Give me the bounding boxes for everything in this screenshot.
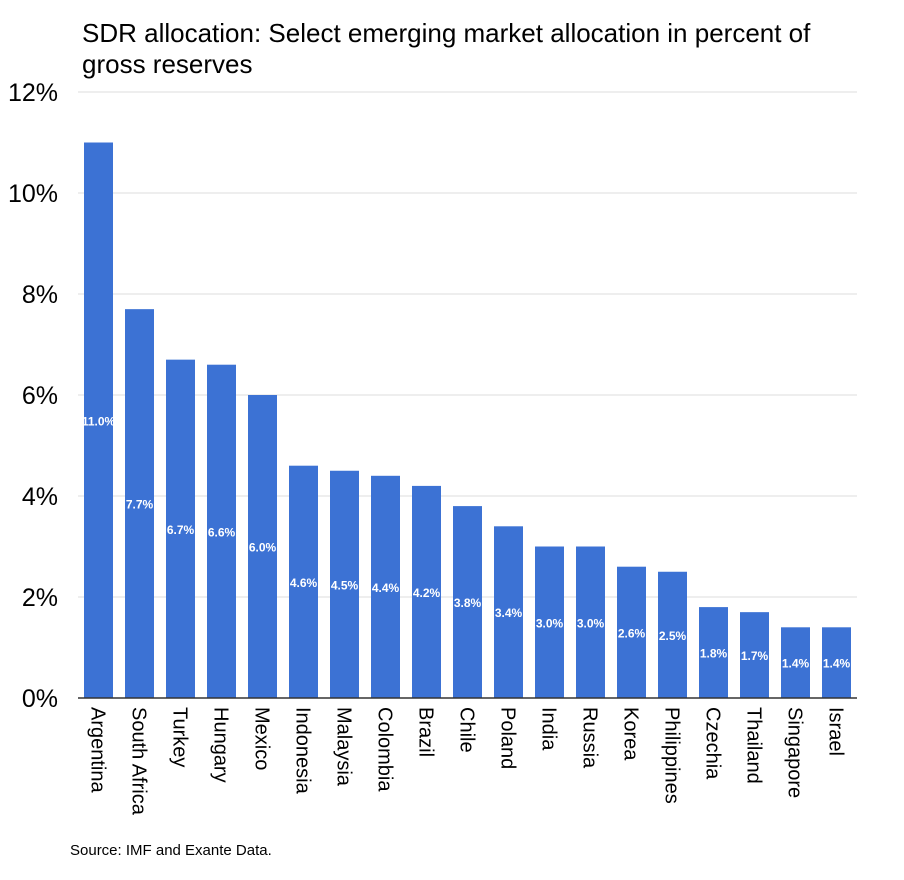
data-label: 2.5% (659, 629, 687, 643)
data-label: 1.4% (782, 657, 810, 671)
y-tick-label: 2% (22, 584, 58, 612)
x-tick-label: Brazil (415, 707, 437, 757)
data-label: 3.8% (454, 596, 482, 610)
x-tick-label: Singapore (784, 707, 806, 798)
x-tick-label: Indonesia (292, 707, 314, 795)
bar (740, 612, 769, 698)
x-tick-label: South Africa (128, 707, 150, 816)
x-tick-label: Chile (456, 707, 478, 753)
bar (617, 566, 646, 698)
data-label: 3.4% (495, 606, 523, 620)
data-label: 4.4% (372, 581, 400, 595)
y-tick-label: 6% (22, 382, 58, 410)
x-tick-label: India (538, 707, 560, 751)
y-tick-label: 4% (22, 483, 58, 511)
bar (576, 546, 605, 698)
bar (822, 627, 851, 698)
x-tick-label: Israel (825, 707, 847, 756)
x-tick-label: Colombia (374, 707, 396, 792)
data-label: 2.6% (618, 626, 646, 640)
y-tick-label: 8% (22, 281, 58, 309)
data-label: 6.7% (167, 523, 195, 537)
bar (699, 607, 728, 698)
data-label: 7.7% (126, 498, 154, 512)
bar (494, 526, 523, 698)
bar (166, 359, 195, 698)
data-label: 4.2% (413, 586, 441, 600)
data-label: 3.0% (536, 616, 564, 630)
bar (125, 309, 154, 698)
x-tick-label: Malaysia (333, 707, 355, 787)
y-tick-label: 12% (8, 79, 58, 107)
source-note: Source: IMF and Exante Data. (70, 842, 272, 859)
x-tick-label: Korea (620, 707, 642, 761)
data-label: 1.8% (700, 647, 728, 661)
x-tick-label: Thailand (743, 707, 765, 784)
data-label: 6.0% (249, 541, 277, 555)
bar (781, 627, 810, 698)
x-tick-label: Turkey (169, 707, 191, 767)
bar (248, 395, 277, 698)
bar (330, 470, 359, 698)
data-label: 1.4% (823, 657, 851, 671)
data-label: 4.5% (331, 578, 359, 592)
data-label: 11.0% (82, 414, 116, 428)
x-tick-label: Poland (497, 707, 519, 769)
data-label: 1.7% (741, 649, 769, 663)
x-tick-label: Philippines (661, 707, 683, 804)
chart-title: SDR allocation: Select emerging market a… (82, 18, 811, 79)
x-tick-label: Argentina (87, 707, 109, 793)
bar (84, 142, 113, 698)
data-label: 4.6% (290, 576, 318, 590)
data-label: 3.0% (577, 616, 605, 630)
y-tick-label: 10% (8, 180, 58, 208)
x-tick-label: Mexico (251, 707, 273, 770)
data-label: 6.6% (208, 525, 236, 539)
bar (658, 571, 687, 698)
bar (535, 546, 564, 698)
bar (207, 364, 236, 698)
bar (412, 485, 441, 698)
bar (453, 506, 482, 698)
bar (371, 475, 400, 698)
x-tick-label: Russia (579, 707, 601, 769)
y-tick-label: 0% (22, 685, 58, 713)
x-tick-label: Hungary (210, 707, 232, 783)
x-tick-label: Czechia (702, 707, 724, 780)
bar (289, 465, 318, 698)
